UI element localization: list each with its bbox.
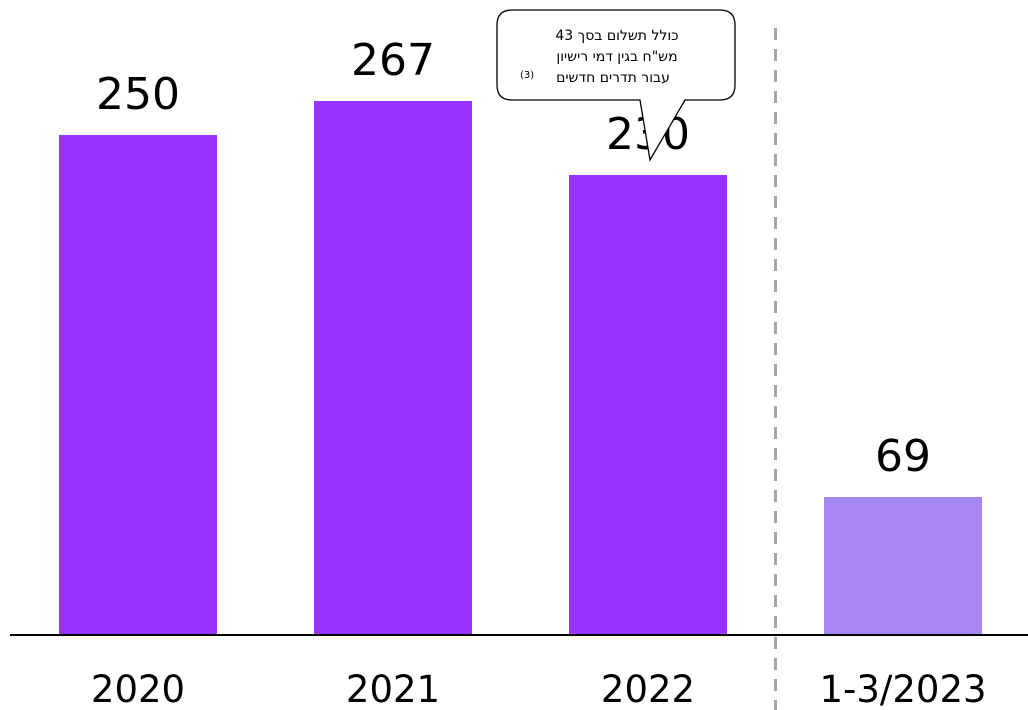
- callout-bubble: [496, 9, 736, 162]
- category-label-2022: 2022: [601, 668, 695, 710]
- callout-line-3: עבור תדרים חדשים: [556, 70, 670, 86]
- bar-2022: [569, 175, 727, 635]
- category-label-1-3-2023: 1-3/2023: [819, 668, 986, 710]
- data-label-2020: 250: [96, 69, 180, 120]
- data-label-2021: 267: [351, 35, 435, 86]
- category-labels-layer: 2020 2021 2022 1-3/2023: [91, 668, 987, 710]
- category-label-2021: 2021: [346, 668, 440, 710]
- callout-footnote-marker: (3): [520, 70, 534, 81]
- data-label-1-3-2023: 69: [875, 431, 931, 482]
- callout-line-1: כולל תשלום בסך 43: [555, 28, 678, 44]
- bar-1-3-2023: [824, 497, 982, 635]
- bars-layer: [59, 101, 982, 635]
- callout-line-2: מש"ח בגין דמי רישיון: [556, 49, 677, 65]
- data-labels-layer: 25026723069: [96, 35, 931, 482]
- bar-2020: [59, 135, 217, 635]
- category-label-2020: 2020: [91, 668, 185, 710]
- bar-2021: [314, 101, 472, 635]
- annotation-callout: כולל תשלום בסך 43 מש"ח בגין דמי רישיון ע…: [496, 9, 736, 162]
